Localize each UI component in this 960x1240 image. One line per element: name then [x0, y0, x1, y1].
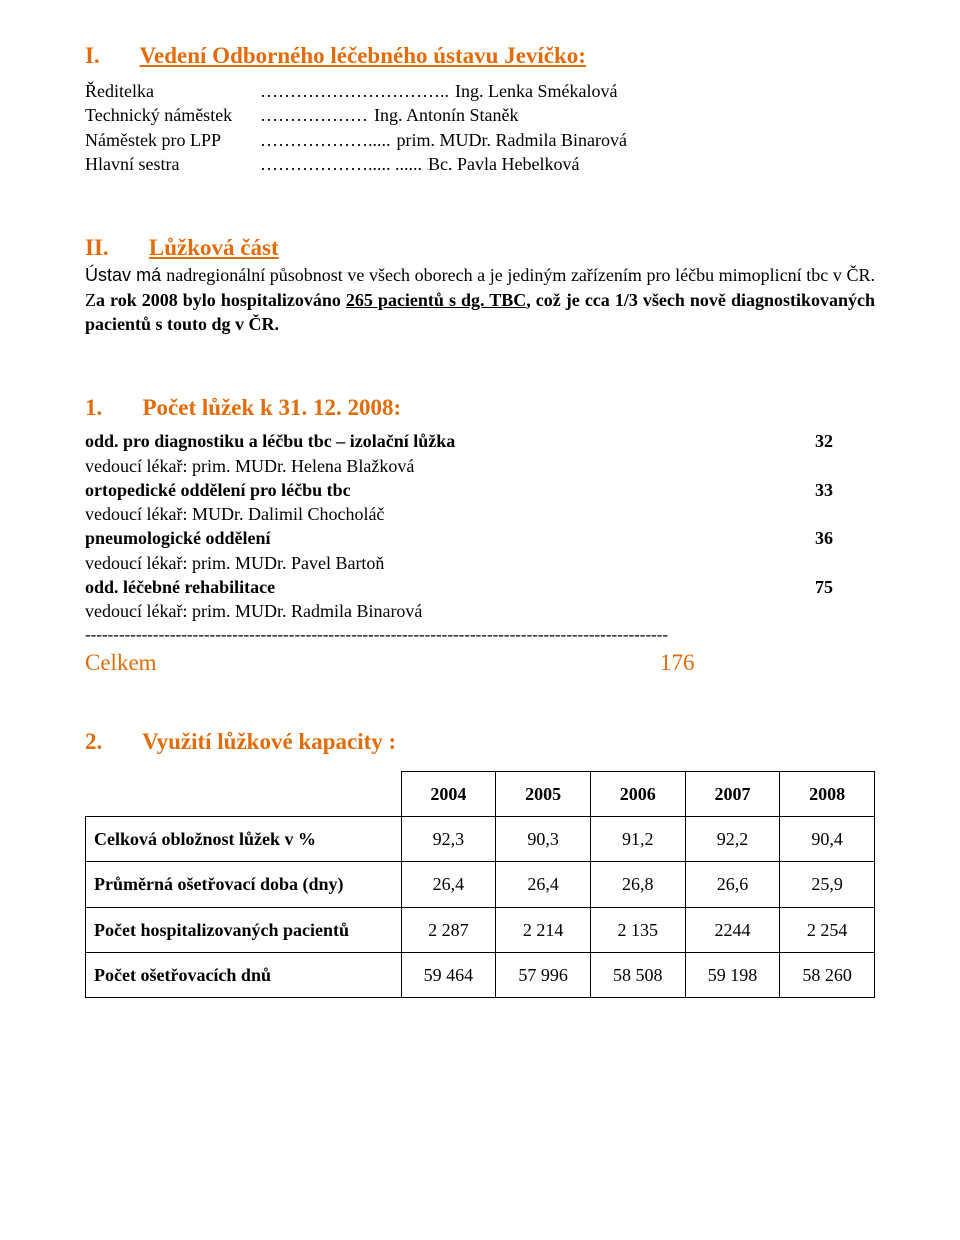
bed-value: 36 — [815, 526, 875, 550]
th-year: 2005 — [496, 771, 591, 816]
intro-lead: Ústav má — [85, 265, 166, 285]
th-year: 2004 — [401, 771, 496, 816]
cell: 92,2 — [685, 816, 780, 861]
bed-label: pneumologické oddělení — [85, 526, 271, 550]
role-value: Bc. Pavla Hebelková — [422, 152, 579, 176]
cap-num: 2. — [85, 729, 102, 754]
row-label: Počet ošetřovacích dnů — [86, 952, 402, 997]
row-label: Celková obložnost lůžek v % — [86, 816, 402, 861]
bed-label: ortopedické oddělení pro léčbu tbc — [85, 478, 351, 502]
total-value: 176 — [660, 647, 695, 678]
bed-value: 32 — [815, 429, 875, 453]
dots: ………………………….. — [260, 79, 449, 103]
capacity-heading: 2. Využití lůžkové kapacity : — [85, 726, 875, 757]
th-year: 2008 — [780, 771, 875, 816]
section-2-heading: II. Lůžková část — [85, 232, 875, 263]
sec2-title: Lůžková část — [149, 235, 279, 260]
bed-sub: vedoucí lékař: prim. MUDr. Helena Blažko… — [85, 454, 875, 478]
section-1-heading: I. Vedení Odborného léčebného ústavu Jev… — [85, 40, 875, 71]
capacity-table: 2004 2005 2006 2007 2008 Celková obložno… — [85, 771, 875, 998]
role-line: Ředitelka ………………………….. Ing. Lenka Smékal… — [85, 79, 875, 103]
table-row: Průměrná ošetřovací doba (dny) 26,4 26,4… — [86, 862, 875, 907]
role-line: Technický náměstek ……………… Ing. Antonín S… — [85, 103, 875, 127]
row-label: Počet hospitalizovaných pacientů — [86, 907, 402, 952]
th-year: 2006 — [590, 771, 685, 816]
bed-row: odd. pro diagnostiku a léčbu tbc – izola… — [85, 429, 875, 453]
table-row: Celková obložnost lůžek v % 92,3 90,3 91… — [86, 816, 875, 861]
role-value: Ing. Lenka Smékalová — [449, 79, 617, 103]
cell: 2 135 — [590, 907, 685, 952]
dash-separator: ----------------------------------------… — [85, 624, 875, 647]
bed-row: pneumologické oddělení 36 — [85, 526, 875, 550]
cell: 2 254 — [780, 907, 875, 952]
beds-num: 1. — [85, 395, 102, 420]
beds-heading: 1. Počet lůžek k 31. 12. 2008: — [85, 392, 875, 423]
intro-bold1: a rok 2008 bylo hospitalizováno — [96, 290, 346, 310]
role-label: Náměstek pro LPP — [85, 128, 260, 152]
sec1-num: I. — [85, 43, 100, 68]
table-header-row: 2004 2005 2006 2007 2008 — [86, 771, 875, 816]
bed-row: ortopedické oddělení pro léčbu tbc 33 — [85, 478, 875, 502]
role-label: Hlavní sestra — [85, 152, 260, 176]
cell: 2 214 — [496, 907, 591, 952]
cell: 2244 — [685, 907, 780, 952]
cell: 59 198 — [685, 952, 780, 997]
total-label: Celkem — [85, 647, 660, 678]
cell: 26,4 — [496, 862, 591, 907]
role-line: Náměstek pro LPP ………………..... prim. MUDr.… — [85, 128, 875, 152]
cell: 90,3 — [496, 816, 591, 861]
cell: 92,3 — [401, 816, 496, 861]
cell: 58 508 — [590, 952, 685, 997]
bed-value: 33 — [815, 478, 875, 502]
bed-sub: vedoucí lékař: prim. MUDr. Radmila Binar… — [85, 599, 875, 623]
cap-title: Využití lůžkové kapacity : — [142, 729, 396, 754]
cell: 58 260 — [780, 952, 875, 997]
sec2-intro: Ústav má nadregionální působnost ve všec… — [85, 263, 875, 336]
bed-sub: vedoucí lékař: prim. MUDr. Pavel Bartoň — [85, 551, 875, 575]
beds-title: Počet lůžek k 31. 12. 2008: — [143, 395, 402, 420]
bed-row: odd. léčebné rehabilitace 75 — [85, 575, 875, 599]
intro-ul-bold: 265 pacientů s dg. TBC — [346, 290, 526, 310]
bed-sub: vedoucí lékař: MUDr. Dalimil Chocholáč — [85, 502, 875, 526]
cell: 59 464 — [401, 952, 496, 997]
cell: 26,8 — [590, 862, 685, 907]
role-value: prim. MUDr. Radmila Binarová — [391, 128, 627, 152]
cell: 26,4 — [401, 862, 496, 907]
dots: ………………..... — [260, 128, 391, 152]
sec1-title: Vedení Odborného léčebného ústavu Jevíčk… — [140, 43, 586, 68]
sec2-num: II. — [85, 235, 109, 260]
cell: 57 996 — [496, 952, 591, 997]
beds-total: Celkem 176 — [85, 647, 875, 678]
table-row: Počet ošetřovacích dnů 59 464 57 996 58 … — [86, 952, 875, 997]
bed-label: odd. léčebné rehabilitace — [85, 575, 275, 599]
cell: 2 287 — [401, 907, 496, 952]
cell: 26,6 — [685, 862, 780, 907]
dots: ……………… — [260, 103, 368, 127]
cell: 91,2 — [590, 816, 685, 861]
role-label: Technický náměstek — [85, 103, 260, 127]
table-row: Počet hospitalizovaných pacientů 2 287 2… — [86, 907, 875, 952]
role-label: Ředitelka — [85, 79, 260, 103]
dots: ………………..... ...... — [260, 152, 422, 176]
bed-label: odd. pro diagnostiku a léčbu tbc – izola… — [85, 429, 455, 453]
th-year: 2007 — [685, 771, 780, 816]
role-value: Ing. Antonín Staněk — [368, 103, 519, 127]
bed-value: 75 — [815, 575, 875, 599]
role-line: Hlavní sestra ………………..... ...... Bc. Pav… — [85, 152, 875, 176]
cell: 25,9 — [780, 862, 875, 907]
cell: 90,4 — [780, 816, 875, 861]
th-empty — [86, 771, 402, 816]
row-label: Průměrná ošetřovací doba (dny) — [86, 862, 402, 907]
